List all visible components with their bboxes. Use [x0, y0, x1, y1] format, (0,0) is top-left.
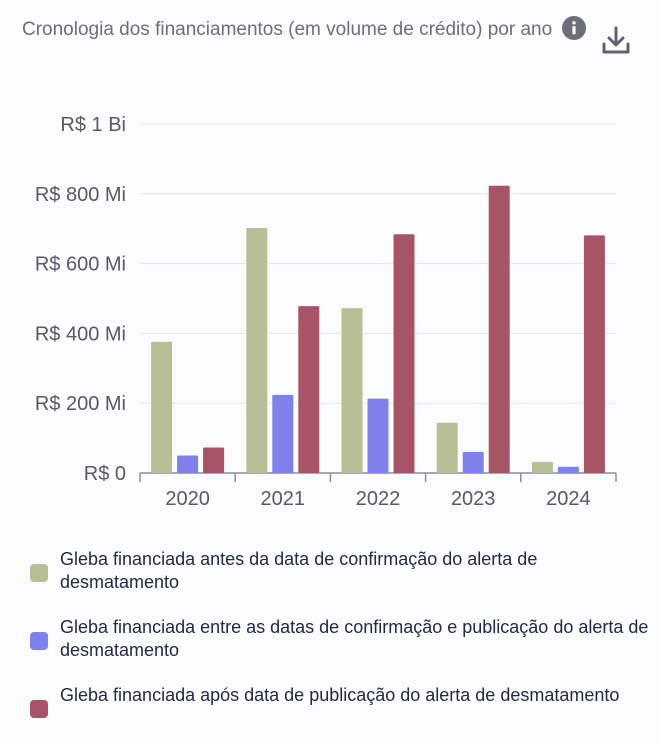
y-tick-label-2: R$ 400 Mi — [35, 323, 126, 345]
bar-2021-series-1 — [272, 394, 294, 473]
info-icon[interactable] — [562, 15, 587, 40]
x-tick-label-2021: 2021 — [261, 488, 306, 510]
bar-2020-series-0 — [151, 341, 173, 473]
bar-chart: R$ 0 R$ 200 Mi R$ 400 Mi R$ 600 Mi R$ 800 Mi… — [35, 114, 617, 510]
chart-header: Cronologia dos financiamentos (em volume… — [22, 14, 592, 45]
legend-swatch-antes — [30, 564, 48, 582]
bar-2024-series-2 — [583, 235, 605, 473]
bar-2020-series-2 — [203, 447, 225, 473]
bar-2022-series-1 — [367, 398, 389, 473]
legend-item-apos[interactable]: Gleba financiada após data de publicação… — [30, 684, 650, 718]
download-icon[interactable] — [600, 25, 632, 57]
legend-swatch-apos — [30, 700, 48, 718]
y-tick-label-1: R$ 200 Mi — [35, 393, 126, 415]
chart-legend: Gleba financiada antes da data de confir… — [30, 548, 650, 729]
bar-2020-series-1 — [177, 455, 199, 473]
bar-2023-series-1 — [462, 452, 484, 473]
legend-swatch-entre — [30, 632, 48, 650]
y-tick-label-3: R$ 600 Mi — [35, 254, 126, 276]
x-tick-label-2022: 2022 — [356, 488, 401, 510]
bar-2021-series-0 — [246, 228, 268, 473]
legend-label-antes: Gleba financiada antes da data de confir… — [60, 549, 538, 592]
y-tick-label-4: R$ 800 Mi — [35, 184, 126, 206]
bar-2022-series-0 — [341, 308, 363, 473]
y-tick-label-5: R$ 1 Bi — [60, 114, 126, 136]
chart-title-text: Cronologia dos financiamentos (em volume… — [22, 19, 553, 40]
chart-title: Cronologia dos financiamentos (em volume… — [22, 14, 592, 45]
bar-2024-series-1 — [557, 466, 579, 473]
legend-label-apos: Gleba financiada após data de publicação… — [60, 685, 620, 705]
bar-2023-series-2 — [488, 185, 510, 473]
legend-item-entre[interactable]: Gleba financiada entre as datas de confi… — [30, 616, 650, 662]
x-tick-label-2020: 2020 — [165, 488, 210, 510]
bar-2024-series-0 — [531, 461, 553, 473]
bar-2023-series-0 — [436, 422, 458, 473]
legend-label-entre: Gleba financiada entre as datas de confi… — [60, 617, 649, 660]
legend-item-antes[interactable]: Gleba financiada antes da data de confir… — [30, 548, 650, 594]
bar-2022-series-2 — [393, 234, 415, 473]
x-tick-label-2024: 2024 — [546, 488, 591, 510]
y-tick-label-0: R$ 0 — [84, 463, 126, 485]
bar-2021-series-2 — [298, 306, 320, 473]
x-tick-label-2023: 2023 — [451, 488, 496, 510]
